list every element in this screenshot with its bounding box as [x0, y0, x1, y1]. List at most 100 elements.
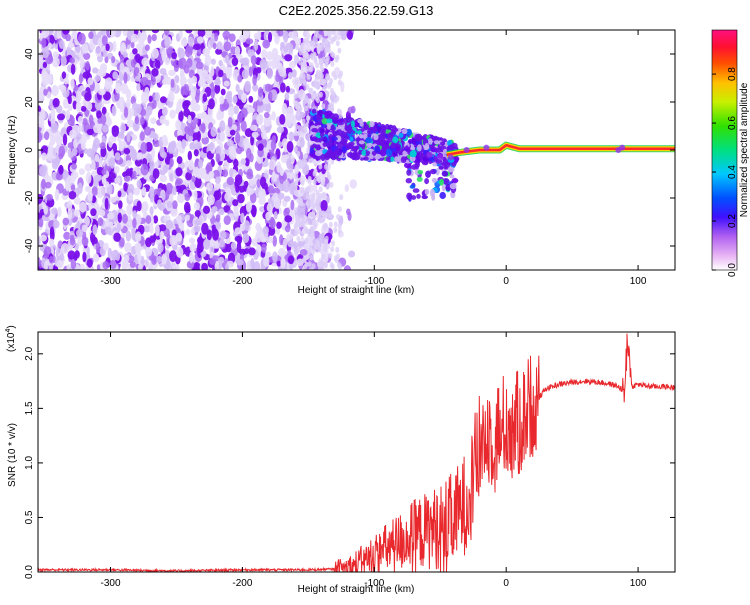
noise-point	[191, 75, 198, 84]
noise-point	[280, 257, 286, 269]
noise-point	[225, 243, 232, 253]
noise-point	[43, 88, 48, 96]
noise-point	[38, 56, 44, 68]
noise-point	[247, 107, 255, 114]
noise-point	[291, 69, 297, 78]
noise-point	[78, 73, 83, 84]
noise-point	[67, 250, 76, 260]
noise-point	[47, 91, 52, 99]
noise-point	[298, 59, 303, 66]
noise-point	[101, 35, 108, 46]
noise-point	[164, 30, 170, 36]
noise-point	[193, 225, 201, 233]
noise-point	[237, 193, 245, 204]
noise-point	[271, 111, 276, 121]
noise-point	[279, 114, 286, 125]
noise-point	[38, 131, 43, 143]
x-tick-label: -100	[364, 578, 384, 589]
noise-point	[184, 160, 190, 169]
noise-point	[315, 175, 320, 182]
noise-point	[299, 249, 308, 256]
noise-point	[294, 173, 299, 180]
noise-point	[214, 176, 221, 184]
noise-point	[183, 201, 191, 214]
noise-point	[318, 91, 323, 98]
noise-point	[196, 130, 201, 142]
noise-point	[75, 101, 82, 112]
noise-point	[125, 160, 132, 167]
noise-point	[243, 248, 250, 255]
noise-point	[252, 74, 257, 86]
noise-point	[145, 246, 153, 257]
signal-cluster-point	[316, 114, 321, 121]
noise-point	[155, 224, 160, 237]
noise-point	[177, 128, 183, 137]
noise-point	[177, 135, 184, 142]
noise-point	[51, 85, 59, 97]
x-tick-label: 0	[503, 276, 509, 287]
noise-point	[234, 45, 241, 57]
noise-point	[73, 197, 81, 205]
noise-point	[261, 49, 268, 60]
noise-point	[152, 168, 160, 180]
noise-point	[298, 111, 306, 119]
noise-point	[139, 131, 145, 142]
noise-point	[175, 178, 183, 185]
noise-point	[78, 168, 85, 176]
signal-cluster-point	[414, 162, 420, 170]
noise-point	[102, 242, 109, 251]
noise-point	[328, 212, 333, 219]
noise-point	[278, 141, 283, 148]
signal-cluster-point	[443, 148, 448, 155]
noise-point	[49, 255, 54, 264]
noise-point	[132, 151, 137, 162]
noise-point	[316, 69, 321, 76]
noise-point	[157, 102, 165, 110]
y-tick-label: -40	[24, 238, 35, 253]
noise-point	[276, 126, 284, 134]
noise-point	[80, 105, 87, 112]
noise-point	[333, 255, 338, 262]
noise-point	[312, 183, 318, 193]
x-tick-label: -200	[232, 578, 252, 589]
signal-cluster-point	[409, 184, 416, 189]
noise-point	[326, 171, 331, 178]
noise-point	[119, 62, 125, 73]
noise-point	[41, 152, 47, 161]
noise-point	[319, 45, 324, 52]
noise-point	[290, 199, 295, 211]
noise-point	[320, 266, 325, 270]
noise-point	[170, 78, 175, 89]
noise-point	[267, 60, 274, 67]
y-tick-label: 20	[24, 96, 35, 108]
noise-point	[265, 118, 272, 127]
noise-point	[329, 181, 334, 188]
signal-cluster-point	[424, 178, 429, 185]
noise-point	[85, 172, 92, 184]
noise-point	[214, 83, 221, 94]
noise-point	[264, 83, 272, 93]
noise-point	[160, 96, 167, 104]
noise-point	[165, 219, 174, 230]
noise-point	[326, 30, 331, 37]
noise-point	[167, 142, 175, 154]
noise-point	[220, 88, 226, 96]
colorbar-ticks: 0.0 0.2 0.4 0.6 0.8	[712, 67, 738, 277]
noise-point	[210, 88, 215, 99]
y-tick-label: 40	[24, 48, 35, 60]
noise-point	[311, 192, 316, 199]
noise-point	[92, 253, 100, 263]
noise-point	[219, 230, 227, 241]
noise-point	[172, 186, 177, 196]
signal-blip	[463, 147, 470, 153]
signal-cluster-point	[377, 134, 385, 140]
noise-point	[136, 200, 142, 212]
signal-cluster-point	[427, 138, 433, 145]
noise-point	[148, 95, 153, 103]
noise-point	[204, 54, 212, 66]
noise-point	[176, 246, 184, 258]
noise-point	[332, 35, 337, 42]
noise-point	[101, 30, 106, 36]
signal-cluster-point	[373, 127, 378, 133]
noise-point	[270, 139, 277, 151]
